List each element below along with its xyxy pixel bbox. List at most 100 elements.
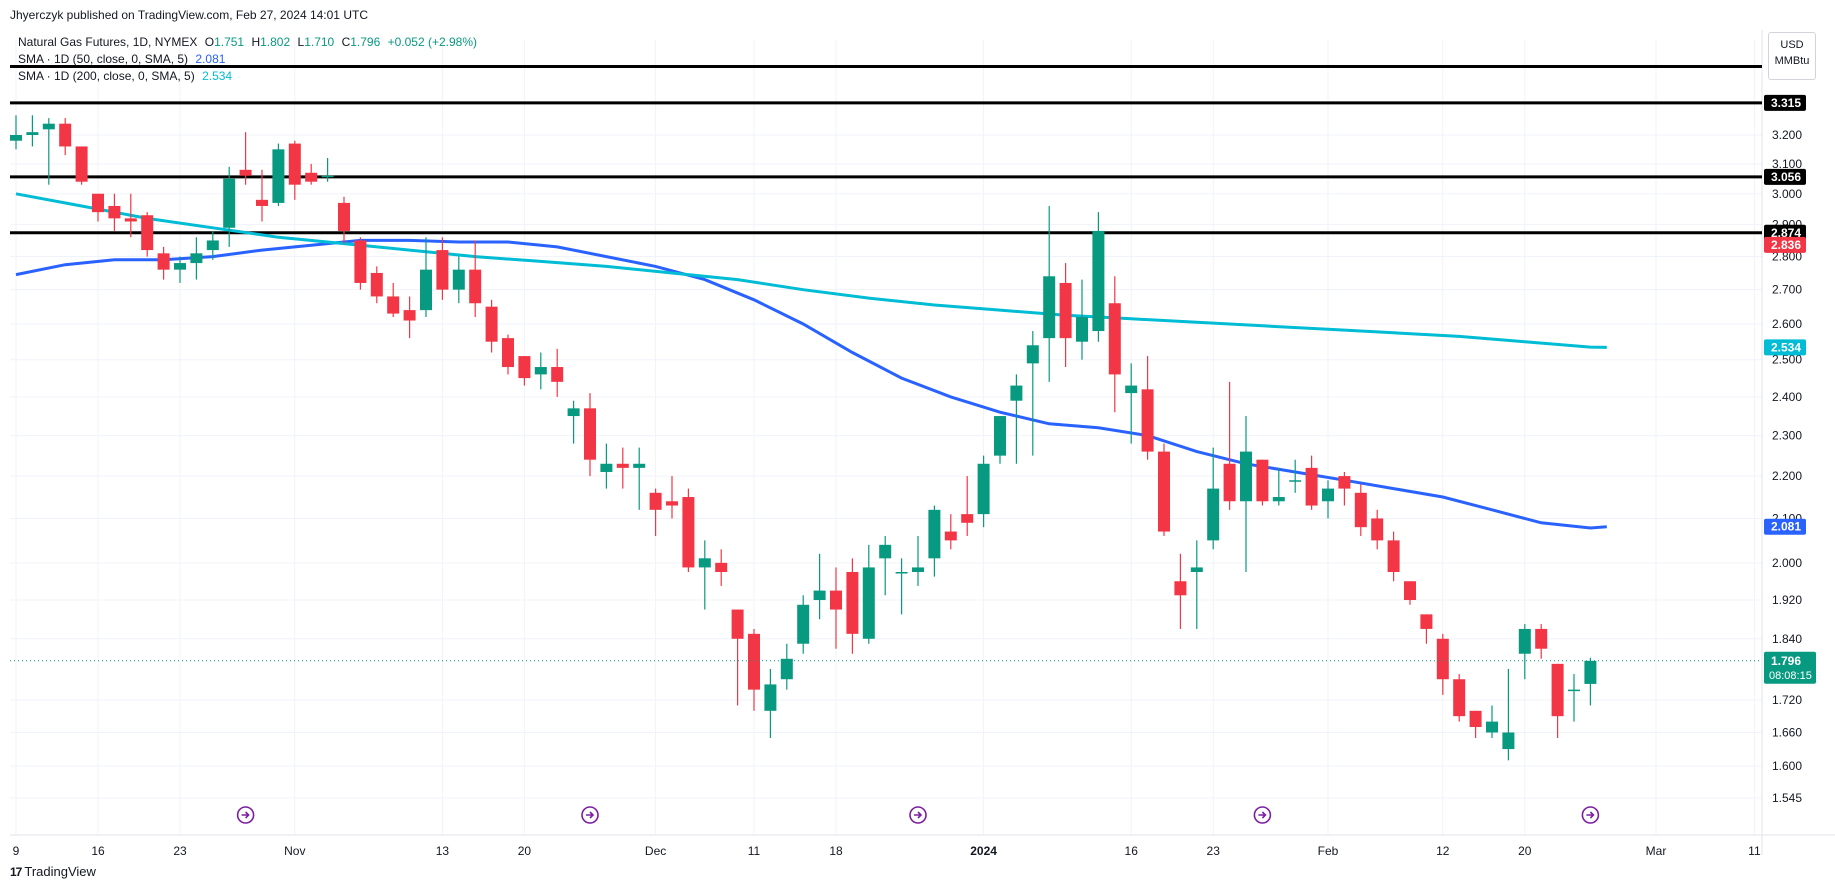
price-axis: 3.2003.1003.0002.9002.8002.7002.6002.500… <box>1772 128 1802 805</box>
candle <box>1010 374 1023 464</box>
time-tick-label: 13 <box>436 844 450 858</box>
publish-info: Jhyerczyk published on TradingView.com, … <box>10 8 368 22</box>
candle <box>1453 674 1466 722</box>
candle-body <box>1207 488 1220 541</box>
candle-body <box>1256 459 1269 502</box>
event-marker-icon[interactable] <box>581 806 599 824</box>
event-marker-icon[interactable] <box>1253 806 1272 824</box>
change-value: +0.052 (+2.98%) <box>387 35 478 49</box>
candle-body <box>42 123 55 130</box>
candle <box>1518 624 1531 680</box>
price-tick-label: 3.200 <box>1772 128 1802 142</box>
candle <box>1043 205 1056 382</box>
sma50-legend[interactable]: SMA · 1D (50, close, 0, SMA, 5) 2.081 <box>18 52 225 66</box>
candle <box>928 505 941 577</box>
candle-body <box>403 310 416 321</box>
candle <box>1256 459 1269 506</box>
candle <box>272 143 285 206</box>
price-tick-label: 2.000 <box>1772 556 1802 570</box>
candle <box>223 166 236 247</box>
candle-body <box>1322 488 1334 502</box>
level-price-tag-text: 3.315 <box>1771 96 1801 110</box>
candle-body <box>436 250 449 290</box>
candle-body <box>912 567 924 573</box>
candle <box>1338 471 1351 506</box>
candle <box>1535 624 1548 659</box>
candle-body <box>1125 385 1138 394</box>
sma200-value: 2.534 <box>202 69 233 83</box>
indicator-price-tag-bg <box>1764 236 1806 253</box>
event-marker-arrow <box>241 811 250 819</box>
candle-body <box>1584 660 1597 684</box>
sma200-legend[interactable]: SMA · 1D (200, close, 0, SMA, 5) 2.534 <box>18 69 232 83</box>
candle <box>403 296 416 339</box>
time-tick-label: 20 <box>518 844 532 858</box>
candle-body <box>1223 463 1236 502</box>
candle-body <box>1092 230 1105 332</box>
candle <box>977 455 990 528</box>
close-label: C <box>341 35 351 49</box>
candle-body <box>748 633 760 690</box>
candle <box>108 193 121 231</box>
candle <box>469 240 482 318</box>
candle-body <box>567 408 580 417</box>
candle-body <box>1387 540 1400 573</box>
candle <box>1059 263 1072 368</box>
candle <box>1371 509 1384 550</box>
candle <box>436 237 449 300</box>
sma50-value: 2.081 <box>195 52 226 66</box>
candle <box>715 549 728 586</box>
candle <box>26 115 39 147</box>
candle-body <box>633 463 646 468</box>
candle-body <box>387 296 400 314</box>
event-marker-icon[interactable] <box>1581 806 1600 824</box>
event-marker-arrow <box>1258 811 1267 819</box>
candle-body <box>862 567 875 639</box>
candle <box>1076 279 1088 360</box>
candle <box>600 443 613 489</box>
event-marker-icon[interactable] <box>236 806 255 824</box>
candle <box>370 266 383 304</box>
candle <box>354 237 367 290</box>
candle-body <box>1043 276 1056 339</box>
price-tick-label: 2.700 <box>1772 283 1802 297</box>
time-tick-label: 20 <box>1518 844 1532 858</box>
candle <box>1551 663 1564 738</box>
candle-body <box>190 253 203 264</box>
candle <box>1272 467 1285 506</box>
candle <box>797 595 810 654</box>
currency-selector[interactable]: USD MMBtu <box>1768 32 1816 80</box>
candle <box>912 535 924 586</box>
candle <box>830 567 842 649</box>
candle-body <box>1174 581 1187 596</box>
candle <box>174 256 186 283</box>
candle <box>92 193 104 222</box>
candle-body <box>370 272 383 297</box>
candle-body <box>649 492 662 510</box>
candle-body <box>206 240 219 251</box>
candle-body <box>1059 282 1072 339</box>
candle-body <box>1076 317 1088 342</box>
candle-body <box>1272 497 1285 502</box>
candle-body <box>1141 389 1154 452</box>
candle <box>1568 674 1580 722</box>
event-marker-icon[interactable] <box>909 806 927 824</box>
symbol-legend: Natural Gas Futures, 1D, NYMEX O1.751 H1… <box>18 35 477 49</box>
level-price-tag-bg <box>1764 94 1806 111</box>
candle-body <box>830 590 842 610</box>
time-tick-label: 11 <box>748 844 761 858</box>
time-tick-label: 11 <box>1748 844 1761 858</box>
candle-body <box>338 202 350 231</box>
candle-body <box>1404 581 1416 601</box>
tradingview-logo[interactable]: 17 TradingView <box>10 864 96 879</box>
candle-body <box>1486 721 1498 733</box>
candle-body <box>141 215 154 251</box>
candle <box>731 609 744 706</box>
candle-body <box>1371 518 1384 541</box>
time-tick-label: 23 <box>1207 844 1221 858</box>
candle <box>1387 531 1400 582</box>
candle <box>452 256 465 304</box>
time-axis: 9 16 23 Nov 13 20 Dec 11 18 2024 16 23 Feb 12 20 Mar 11 <box>13 844 1761 858</box>
time-tick-label: Dec <box>645 844 666 858</box>
